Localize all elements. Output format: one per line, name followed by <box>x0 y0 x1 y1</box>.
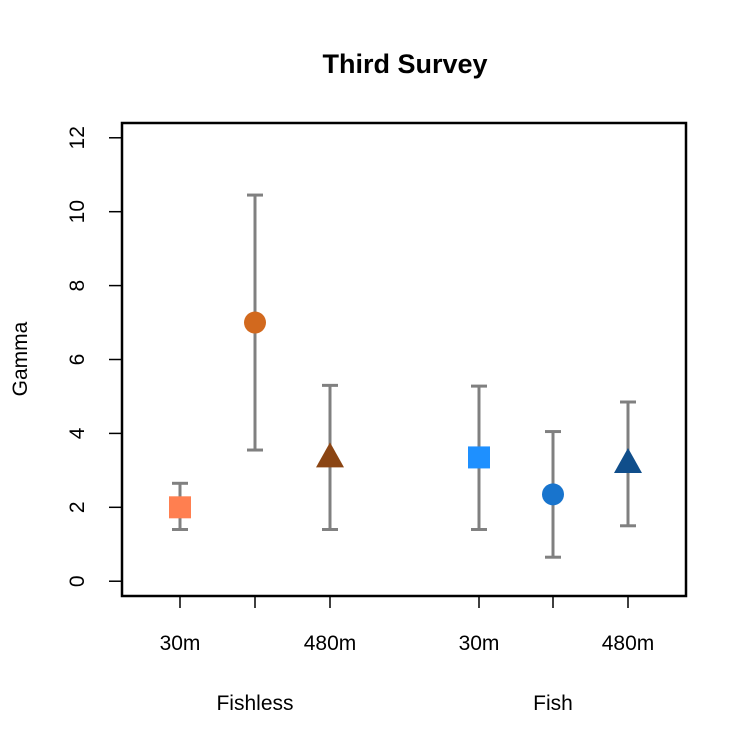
y-tick-label: 12 <box>66 126 89 149</box>
y-axis: 0 2 4 6 8 10 12 <box>66 126 123 587</box>
data-point-circle <box>542 483 564 506</box>
y-tick-label: 2 <box>66 501 89 513</box>
x-tick-label: 30m <box>160 632 201 655</box>
data-point-circle <box>244 311 266 334</box>
data-point-square <box>468 446 490 469</box>
y-tick-label: 6 <box>66 354 89 366</box>
y-tick-label: 4 <box>66 427 89 439</box>
error-bars <box>172 193 636 559</box>
data-point-square <box>169 496 191 519</box>
group-labels: Fishless Fish <box>216 692 572 715</box>
data-point-triangle <box>614 447 642 473</box>
y-axis-label: Gamma <box>9 321 32 396</box>
plot-frame <box>120 121 688 598</box>
group-label: Fish <box>533 692 573 715</box>
y-tick-label: 10 <box>66 200 89 223</box>
y-tick-label: 8 <box>66 280 89 292</box>
chart-title: Third Survey <box>322 49 487 79</box>
x-tick-label: 480m <box>602 632 655 655</box>
data-point-triangle <box>316 442 344 468</box>
x-tick-label: 30m <box>459 632 500 655</box>
data-points <box>169 311 642 519</box>
x-axis: 30m 480m 30m 480m <box>160 595 655 655</box>
y-tick-label: 0 <box>66 575 89 587</box>
x-tick-label: 480m <box>304 632 357 655</box>
group-label: Fishless <box>216 692 293 715</box>
